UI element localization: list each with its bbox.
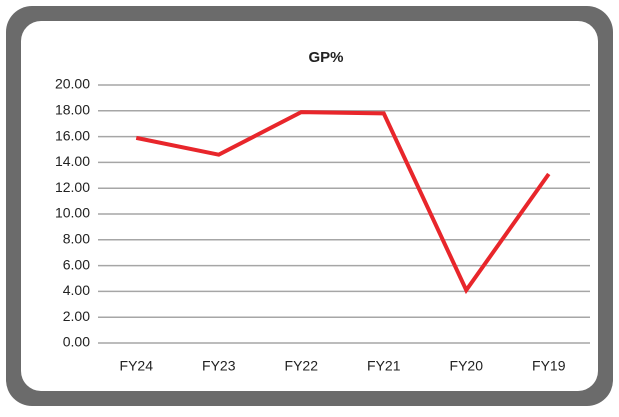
y-tick-label: 12.00 — [55, 179, 90, 195]
y-tick-label: 6.00 — [63, 256, 90, 272]
x-tick-label: FY22 — [285, 358, 319, 374]
chart-title: GP% — [308, 49, 343, 66]
panel — [21, 21, 598, 391]
y-tick-label: 14.00 — [55, 153, 90, 169]
y-tick-label: 0.00 — [63, 334, 90, 350]
data-line — [135, 110, 551, 295]
y-tick-label: 8.00 — [63, 231, 90, 247]
y-tick-label: 4.00 — [63, 282, 90, 298]
x-tick-label: FY20 — [450, 358, 484, 374]
x-tick-label: FY19 — [532, 358, 566, 374]
y-tick-label: 16.00 — [55, 127, 90, 143]
x-tick-label: FY24 — [120, 358, 154, 374]
y-tick-label: 18.00 — [55, 102, 90, 118]
y-tick-label: 2.00 — [63, 308, 90, 324]
y-tick-label: 10.00 — [55, 205, 90, 221]
y-tick-label: 20.00 — [55, 76, 90, 92]
x-tick-label: FY21 — [367, 358, 401, 374]
x-tick-label: FY23 — [202, 358, 236, 374]
